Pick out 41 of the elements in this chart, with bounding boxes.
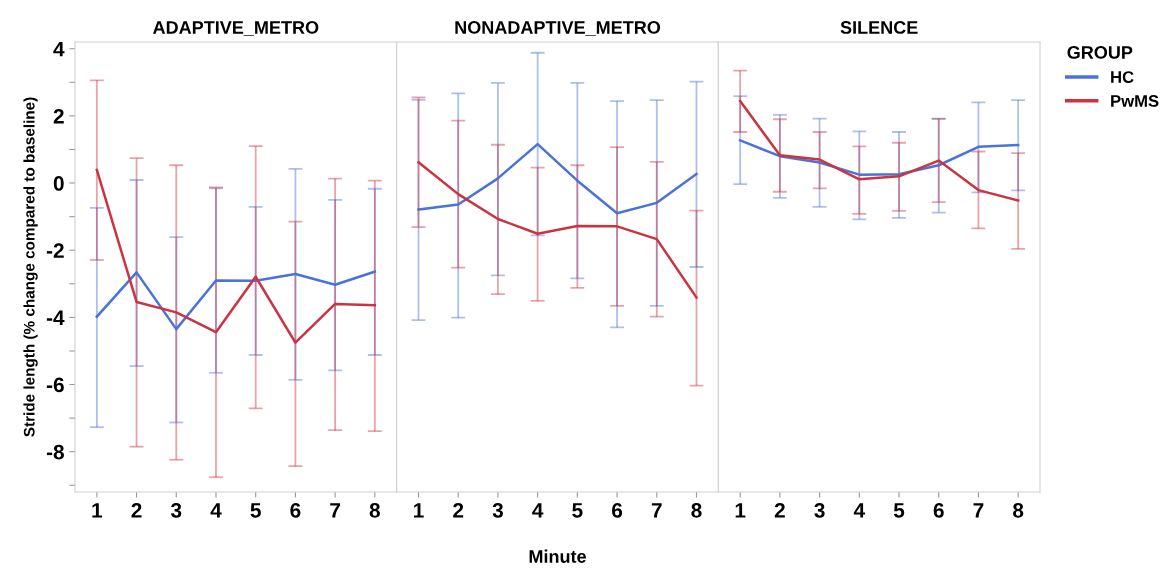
y-tick-label: -8 (46, 444, 64, 460)
x-tick-label: 3 (492, 502, 503, 518)
x-tick-label: 4 (853, 503, 865, 518)
x-tick-label: 2 (453, 502, 464, 518)
x-tick-label: 5 (250, 503, 261, 518)
y-tick-label: 2 (53, 108, 64, 124)
x-tick-label: 5 (572, 503, 583, 518)
x-tick-label: 5 (893, 503, 905, 518)
chart-title: NONADAPTIVE_METRO (455, 21, 661, 36)
y-tick-label: -2 (46, 243, 64, 258)
y-tick-label: 0 (53, 176, 64, 191)
line-series (95, 270, 377, 331)
x-tick-label: 3 (814, 502, 825, 518)
x-tick-label: 3 (170, 502, 182, 518)
legend-label: HC (1111, 71, 1134, 83)
x-tick-label: 6 (933, 502, 944, 518)
x-tick-label: 6 (290, 502, 301, 518)
x-tick-label: 7 (651, 503, 662, 518)
x-tick-label: 7 (330, 503, 340, 518)
x-tick-label: 7 (973, 503, 984, 518)
x-tick-label: 1 (735, 503, 746, 518)
x-tick-label: 2 (774, 502, 785, 518)
chart-title: ADAPTIVE_METRO (153, 21, 319, 36)
x-tick-label: 8 (369, 502, 380, 518)
y-axis-title: Stride length (% change compared to baseline) (23, 97, 38, 437)
x-tick-label: 1 (414, 503, 424, 518)
x-tick-label: 2 (131, 502, 142, 518)
x-tick-label: 6 (612, 502, 623, 518)
x-tick-label: 1 (92, 503, 103, 518)
line-series (95, 168, 377, 344)
legend-label: PwMS (1111, 95, 1159, 107)
x-tick-label: 8 (1013, 502, 1024, 518)
legend-title: GROUP (1067, 46, 1133, 59)
x-tick-label: 8 (691, 502, 702, 518)
y-tick-label: 4 (53, 41, 65, 57)
x-tick-label: 4 (210, 503, 222, 518)
chart-title: SILENCE (840, 21, 918, 34)
x-axis-title: Minute (529, 549, 586, 563)
y-tick-label: -6 (46, 377, 64, 393)
y-tick-label: -4 (46, 310, 65, 325)
x-tick-label: 4 (532, 503, 544, 518)
